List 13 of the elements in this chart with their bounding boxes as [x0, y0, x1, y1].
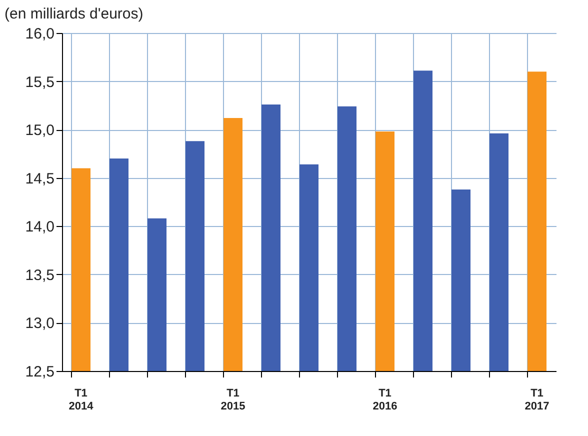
y-tick-label: 16,0 [25, 26, 54, 42]
y-tick-label: 15,5 [25, 74, 54, 91]
x-tick-label: T1 2017 [524, 388, 550, 412]
y-tick-label: 12,5 [25, 364, 54, 380]
y-tick-label: 13,0 [25, 315, 54, 332]
x-tick-label: T1 2015 [220, 388, 246, 412]
y-tick-label: 15,0 [25, 122, 54, 140]
y-axis-title: (en milliards d'euros) [4, 6, 144, 22]
x-tick-label: T1 2014 [68, 388, 94, 412]
y-tick-label: 14,5 [25, 170, 54, 188]
x-tick-label: T1 2016 [372, 388, 398, 412]
y-tick-label: 13,5 [25, 266, 54, 284]
y-tick-label: 14,0 [25, 218, 54, 236]
